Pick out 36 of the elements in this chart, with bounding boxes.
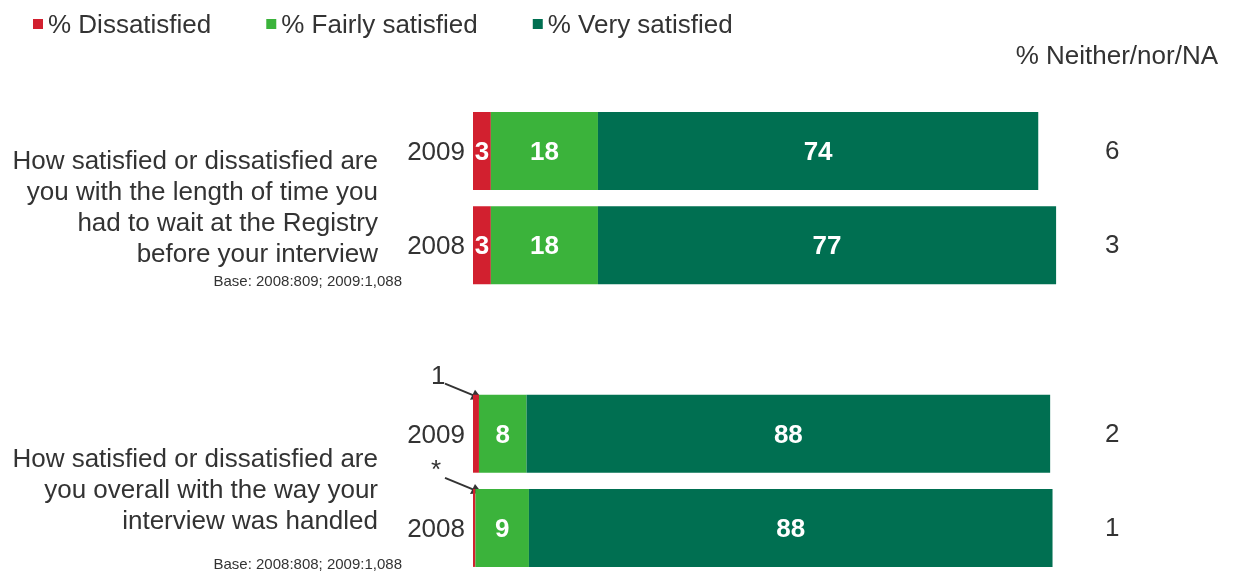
data-label: 9 — [494, 512, 510, 543]
bar — [528, 488, 1053, 567]
data-label: 8 — [495, 418, 510, 449]
text: 3 — [1105, 229, 1120, 260]
bar — [490, 206, 598, 285]
bar — [490, 112, 598, 191]
data-label: 88 — [773, 418, 803, 449]
legend-label: % Fairly satisfied — [281, 9, 478, 39]
bar — [475, 488, 529, 567]
data-label: 18 — [529, 230, 559, 261]
y-tick-label: 2008 — [407, 230, 465, 261]
data-label: * — [431, 453, 442, 484]
text: 6 — [1105, 135, 1120, 166]
text: Base: 2008:809; 2009:1,088 — [213, 272, 402, 290]
data-label: 18 — [529, 136, 559, 167]
bar — [597, 112, 1039, 191]
data-label: 88 — [776, 512, 806, 543]
y-tick-label: 2009 — [407, 136, 465, 167]
text: How satisfied or dissatisfied are you with the length of time you had to wait at the Registry before your interview — [12, 144, 379, 268]
y-tick-label: 2009 — [407, 418, 465, 449]
text: How satisfied or dissatisfied are you overall with the way your interview was handled — [12, 442, 379, 535]
legend-label: % Very satisfied — [547, 9, 733, 39]
legend-label: % Dissatisfied — [48, 9, 212, 39]
text: % Neither/nor/NA — [1015, 40, 1219, 70]
data-label: 1 — [431, 359, 446, 390]
bar — [526, 394, 1051, 473]
text: Base: 2008:808; 2009:1,088 — [213, 554, 402, 572]
data-label: 74 — [803, 136, 834, 167]
text: 2 — [1105, 417, 1120, 448]
text: 1 — [1105, 511, 1120, 542]
data-label: 77 — [812, 230, 842, 261]
data-label: 3 — [474, 136, 490, 167]
y-tick-label: 2008 — [407, 512, 465, 543]
bar — [597, 206, 1057, 285]
bar — [478, 394, 527, 473]
data-label: 3 — [474, 230, 490, 261]
